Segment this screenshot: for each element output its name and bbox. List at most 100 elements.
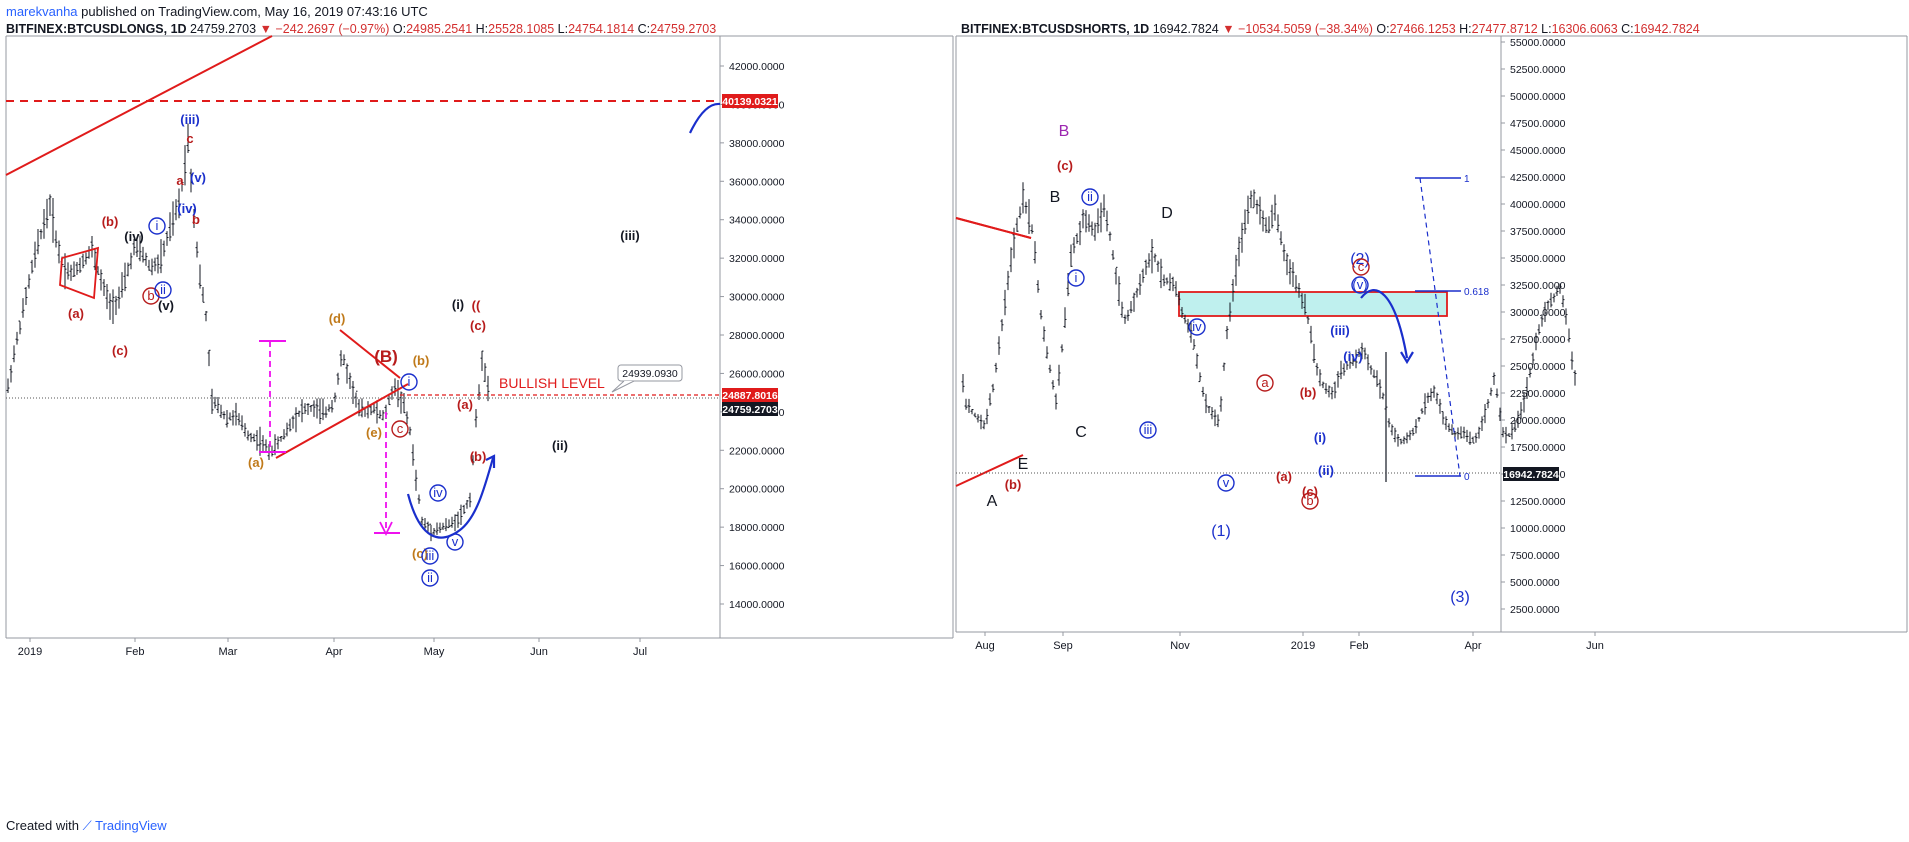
wave-label: iii bbox=[426, 548, 435, 563]
wave-label-circle bbox=[1081, 188, 1099, 206]
triangle-support-line bbox=[275, 383, 409, 459]
wave-label: (( bbox=[472, 298, 481, 313]
y-tick-label: 30000.0000 bbox=[1510, 307, 1566, 319]
y-tick-label: 40000.0000 bbox=[1510, 199, 1566, 211]
tradingview-logo-icon[interactable]: ⟋ bbox=[82, 818, 92, 833]
publish-text: published on TradingView.com, May 16, 20… bbox=[81, 4, 428, 19]
projection-arrow-icon bbox=[379, 521, 393, 537]
wave-label: b bbox=[147, 288, 154, 303]
symbol-name[interactable]: BITFINEX:BTCUSDSHORTS, 1D bbox=[961, 22, 1150, 36]
chart-panel-longs: BITFINEX:BTCUSDLONGS, 1D 24759.2703 ▼ −2… bbox=[0, 0, 955, 822]
y-tick-label: 17500.0000 bbox=[1510, 442, 1566, 454]
wave-label-circle bbox=[1217, 474, 1235, 492]
wave-label: (b) bbox=[470, 449, 487, 464]
wave-label: a bbox=[1261, 375, 1269, 390]
wave-label: i bbox=[156, 218, 159, 233]
wave-label: (c) bbox=[112, 343, 128, 358]
wave-label: (b) bbox=[102, 214, 119, 229]
y-tick-label: 32000.0000 bbox=[729, 253, 785, 265]
wave-label-circle bbox=[1352, 258, 1370, 276]
y-tick-label: 36000.0000 bbox=[729, 176, 785, 188]
y-tick-label: 7500.0000 bbox=[1510, 550, 1560, 562]
wave-label-circle bbox=[1067, 269, 1085, 287]
down-arrow-icon: ▼ bbox=[1222, 22, 1235, 36]
wave-label: b bbox=[192, 212, 200, 227]
y-tick-label: 37500.0000 bbox=[1510, 226, 1566, 238]
fib-label: 0.618 bbox=[1464, 287, 1489, 298]
x-tick-label: May bbox=[424, 646, 445, 658]
wave-label: (iv) bbox=[177, 201, 197, 216]
x-tick-label: Apr bbox=[325, 646, 342, 658]
y-tick-label: 52500.0000 bbox=[1510, 64, 1566, 76]
chart-canvas-longs[interactable]: 14000.0000 16000.0000 18000.0000 20000.0000… bbox=[0, 0, 955, 822]
price-label-bg bbox=[722, 94, 778, 108]
y-tick-label: 5000.0000 bbox=[1510, 577, 1560, 589]
wave-label: iv bbox=[433, 485, 443, 500]
y-tick-label: 20000.0000 bbox=[729, 484, 785, 496]
wave-label-circle bbox=[154, 281, 172, 299]
wave-label: ii bbox=[1087, 189, 1093, 204]
y-tick-label: 34000.0000 bbox=[729, 215, 785, 227]
y-tick-label: 26000.0000 bbox=[729, 368, 785, 380]
wave-label: (i) bbox=[452, 297, 464, 312]
wave-label: i bbox=[408, 374, 411, 389]
y-tick-label: 30000.0000 bbox=[729, 292, 785, 304]
wave-label: B bbox=[1050, 189, 1061, 206]
symbol-header: BITFINEX:BTCUSDSHORTS, 1D 16942.7824 ▼ −… bbox=[961, 22, 1700, 36]
wave-label: (ii) bbox=[1318, 463, 1334, 478]
wave-label: A bbox=[987, 493, 998, 510]
last-price: 24759.2703 bbox=[190, 22, 257, 36]
x-tick-label: Nov bbox=[1170, 640, 1190, 652]
wedge-pattern bbox=[59, 246, 99, 300]
wave-label: (a) bbox=[248, 455, 264, 470]
wave-label-circle bbox=[1188, 318, 1206, 336]
wave-label: iv bbox=[1192, 319, 1202, 334]
wave-label-circle bbox=[400, 373, 418, 391]
wave-label: (v) bbox=[158, 298, 174, 313]
wave-label: a bbox=[176, 173, 184, 188]
wave-label: (v) bbox=[1352, 277, 1367, 292]
callout-pointer bbox=[611, 380, 635, 393]
last-price: 16942.7824 bbox=[1152, 22, 1219, 36]
chart-canvas-shorts[interactable]: 2500.00005000.00007500.000010000.0000125… bbox=[955, 0, 1909, 822]
high-value: 27477.8712 bbox=[1471, 22, 1538, 36]
y-tick-label: 47500.0000 bbox=[1510, 118, 1566, 130]
wave-label-circle bbox=[142, 287, 160, 305]
wave-label: (iii) bbox=[1330, 323, 1350, 338]
y-tick-label: 22500.0000 bbox=[1510, 388, 1566, 400]
wave-label: c bbox=[397, 421, 404, 436]
y-tick-label: 22000.0000 bbox=[729, 445, 785, 457]
author-link[interactable]: marekvanha bbox=[6, 4, 78, 19]
wave-label: E bbox=[1018, 456, 1029, 473]
tradingview-link[interactable]: TradingView bbox=[95, 818, 167, 833]
symbol-name[interactable]: BITFINEX:BTCUSDLONGS, 1D bbox=[6, 22, 187, 36]
last-price-label: 24759.2703 bbox=[722, 404, 778, 416]
x-tick-label: 2019 bbox=[18, 646, 42, 658]
chart-panel-shorts: BITFINEX:BTCUSDSHORTS, 1D 16942.7824 ▼ −… bbox=[955, 0, 1909, 822]
wave-label: ii bbox=[427, 570, 433, 585]
x-tick-label: Jun bbox=[530, 646, 548, 658]
y-tick-label: 38000.0000 bbox=[729, 138, 785, 150]
bullish-price-label: 24887.8016 bbox=[722, 390, 778, 402]
y-tick-label: 10000.0000 bbox=[1510, 523, 1566, 535]
wave-label: (iv) bbox=[1343, 349, 1363, 364]
symbol-header: BITFINEX:BTCUSDLONGS, 1D 24759.2703 ▼ −2… bbox=[6, 22, 717, 36]
wave-label: (v) bbox=[190, 170, 206, 185]
wave-label: c bbox=[1358, 259, 1365, 274]
wave-label: (c) bbox=[470, 318, 486, 333]
wave-label: (B) bbox=[374, 347, 398, 366]
wave-label: iii bbox=[1144, 422, 1153, 437]
wave-label: (c) bbox=[1057, 158, 1073, 173]
wave-label: (e) bbox=[366, 425, 382, 440]
wave-label: (c) bbox=[1302, 484, 1318, 499]
wave-label: (iii) bbox=[180, 112, 200, 127]
wave-label-circle bbox=[148, 217, 166, 235]
wave-label: c bbox=[186, 131, 193, 146]
wave-label-circle bbox=[1256, 374, 1274, 392]
low-value: 24754.1814 bbox=[568, 22, 635, 36]
wave-label: i bbox=[1075, 270, 1078, 285]
trend-line bbox=[5, 35, 273, 176]
fib-label: 1 bbox=[1464, 174, 1470, 185]
last-price-label: 16942.7824 bbox=[1503, 469, 1559, 481]
x-tick-label: Apr bbox=[1464, 640, 1481, 652]
